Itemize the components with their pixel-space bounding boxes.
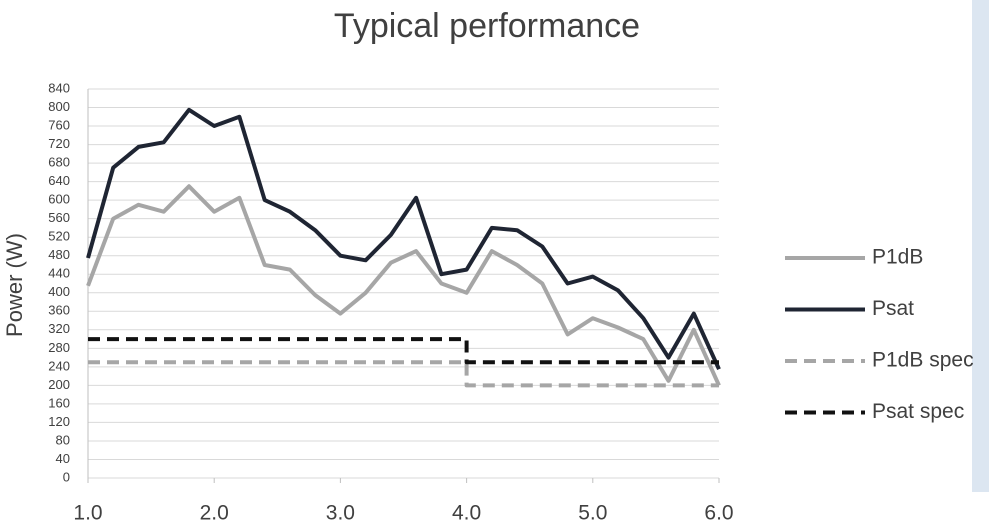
x-tick-label: 4.0 (452, 502, 481, 525)
y-tick-label: 120 (48, 414, 70, 429)
y-tick-label: 440 (48, 266, 70, 281)
y-axis-label: Power (W) (2, 233, 27, 337)
y-tick-label: 680 (48, 155, 70, 170)
y-tick-label: 280 (48, 340, 70, 355)
series-line (86, 107, 721, 371)
series-line (88, 337, 719, 365)
y-tick-label: 200 (48, 377, 70, 392)
chart-title: Typical performance (334, 7, 640, 45)
y-tick-label: 560 (48, 210, 70, 225)
x-tick-label: 3.0 (326, 502, 355, 525)
y-tick-label: 600 (48, 192, 70, 207)
y-tick-label: 840 (48, 80, 70, 95)
legend-label: Psat (872, 297, 914, 320)
y-tick-label: 760 (48, 117, 70, 132)
side-bar (972, 0, 989, 492)
y-tick-label: 80 (56, 432, 70, 447)
y-tick-label: 640 (48, 173, 70, 188)
y-tick-label: 520 (48, 229, 70, 244)
y-tick-label: 480 (48, 247, 70, 262)
series-line (88, 360, 719, 388)
x-tick-label: 6.0 (704, 502, 733, 525)
y-tick-label: 40 (56, 451, 70, 466)
y-tick-label: 360 (48, 303, 70, 318)
y-tick-label: 0 (63, 469, 70, 484)
x-tick-label: 1.0 (73, 502, 102, 525)
legend-label: P1dB (872, 246, 923, 269)
legend-label: P1dB spec (872, 349, 974, 372)
y-tick-label: 720 (48, 136, 70, 151)
x-tick-label: 5.0 (578, 502, 607, 525)
legend-label: Psat spec (872, 400, 964, 423)
series-line (86, 184, 721, 387)
y-tick-label: 800 (48, 99, 70, 114)
y-tick-label: 240 (48, 358, 70, 373)
y-tick-label: 400 (48, 284, 70, 299)
y-tick-label: 160 (48, 395, 70, 410)
x-tick-label: 2.0 (200, 502, 229, 525)
y-tick-label: 320 (48, 321, 70, 336)
